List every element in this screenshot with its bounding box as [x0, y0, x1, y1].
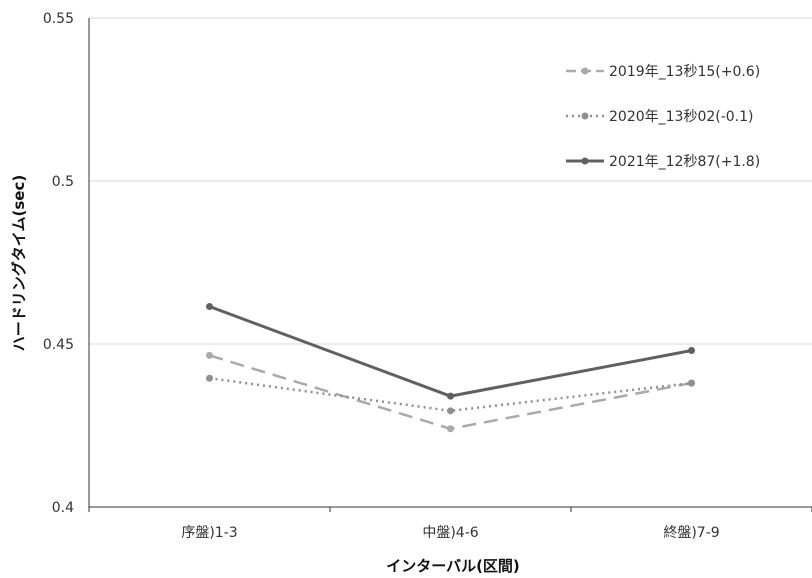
series-group: [206, 303, 695, 433]
legend-swatch-marker: [581, 67, 589, 75]
y-tick-label: 0.4: [52, 500, 74, 516]
legend-label: 2021年_12秒87(+1.8): [609, 154, 760, 170]
legend: 2019年_13秒15(+0.6) 2020年_13秒02(-0.1) 2021年_…: [566, 64, 760, 170]
data-point: [206, 351, 213, 359]
legend-swatch-marker: [581, 157, 589, 165]
data-point: [688, 347, 695, 355]
data-point: [206, 374, 213, 382]
data-point: [447, 425, 454, 433]
legend-item-1: 2019年_13秒15(+0.6): [566, 64, 760, 80]
data-point: [688, 379, 695, 387]
data-point: [447, 407, 454, 415]
legend-swatch-marker: [581, 112, 589, 120]
y-tick-label: 0.55: [43, 11, 74, 27]
x-tick-label: 終盤)7-9: [663, 525, 719, 541]
series-2: [206, 374, 695, 415]
series-line: [209, 354, 692, 431]
y-axis-title: ハードリングタイム(sec): [10, 175, 28, 351]
legend-item-3: 2021年_12秒87(+1.8): [566, 154, 760, 170]
series-3: [206, 303, 695, 400]
data-point: [206, 303, 213, 311]
legend-label: 2019年_13秒15(+0.6): [609, 64, 760, 80]
legend-label: 2020年_13秒02(-0.1): [609, 109, 754, 125]
y-tick-label: 0.5: [52, 174, 74, 190]
y-tick-label: 0.45: [43, 337, 74, 353]
gridlines: [89, 17, 812, 345]
x-tick-label: 序盤)1-3: [181, 525, 237, 541]
axes: 0.4 0.45 0.5 0.55 序盤)1-3 中盤)4-6 終盤)7-9: [43, 11, 812, 541]
data-point: [447, 392, 454, 400]
series-line: [208, 305, 692, 398]
x-tick-label: 中盤)4-6: [422, 525, 478, 541]
legend-item-2: 2020年_13秒02(-0.1): [566, 109, 754, 125]
x-axis-title: インターバル(区間): [386, 557, 520, 575]
